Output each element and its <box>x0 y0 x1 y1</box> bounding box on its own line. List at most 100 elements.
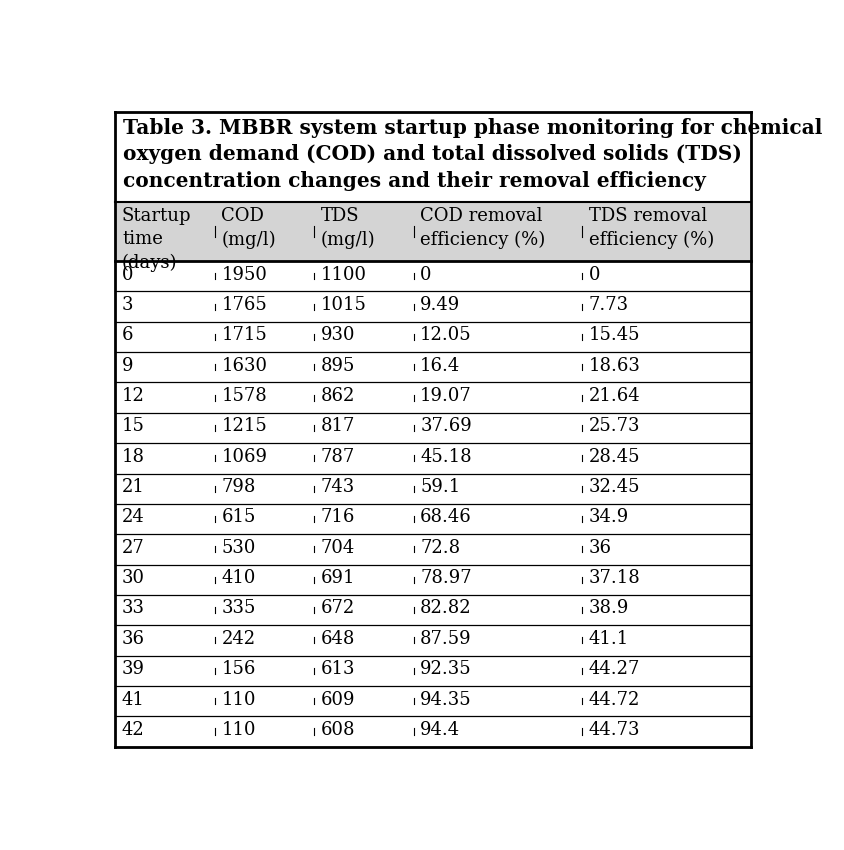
Bar <box>116 322 749 352</box>
Text: 41.1: 41.1 <box>588 630 628 648</box>
Text: 72.8: 72.8 <box>419 539 460 557</box>
Text: 716: 716 <box>321 508 354 526</box>
Text: 36: 36 <box>588 539 611 557</box>
Text: 16.4: 16.4 <box>419 357 460 375</box>
Bar <box>116 473 749 504</box>
Text: 34.9: 34.9 <box>588 508 628 526</box>
Text: TDS
(mg/l): TDS (mg/l) <box>321 207 375 248</box>
Text: 19.07: 19.07 <box>419 387 471 405</box>
Bar <box>116 261 749 292</box>
Text: 1578: 1578 <box>221 387 267 405</box>
Text: 787: 787 <box>321 448 354 466</box>
Text: 743: 743 <box>321 478 354 496</box>
Text: 1765: 1765 <box>221 296 267 314</box>
Text: 82.82: 82.82 <box>419 599 471 617</box>
Text: 59.1: 59.1 <box>419 478 460 496</box>
Text: 30: 30 <box>122 570 145 587</box>
Bar <box>116 413 749 443</box>
Text: 39: 39 <box>122 660 145 678</box>
Text: 609: 609 <box>321 690 354 709</box>
Text: 78.97: 78.97 <box>419 570 471 587</box>
Text: 94.35: 94.35 <box>419 690 471 709</box>
Bar <box>116 382 749 413</box>
Text: 817: 817 <box>321 417 354 435</box>
Text: 110: 110 <box>221 690 256 709</box>
Text: 530: 530 <box>221 539 256 557</box>
Text: 94.4: 94.4 <box>419 721 460 739</box>
Text: 1950: 1950 <box>221 265 267 284</box>
Text: 704: 704 <box>321 539 354 557</box>
Text: 1215: 1215 <box>221 417 267 435</box>
Bar <box>116 655 749 686</box>
Text: 45.18: 45.18 <box>419 448 471 466</box>
Text: COD removal
efficiency (%): COD removal efficiency (%) <box>419 207 544 248</box>
Text: 0: 0 <box>419 265 431 284</box>
Bar <box>116 202 749 261</box>
Text: 648: 648 <box>321 630 354 648</box>
Text: 110: 110 <box>221 721 256 739</box>
Text: 44.27: 44.27 <box>588 660 639 678</box>
Text: 27: 27 <box>122 539 144 557</box>
Text: 9.49: 9.49 <box>419 296 460 314</box>
Text: 6: 6 <box>122 326 133 344</box>
Text: 608: 608 <box>321 721 354 739</box>
Text: 613: 613 <box>321 660 354 678</box>
Text: 68.46: 68.46 <box>419 508 471 526</box>
Text: 691: 691 <box>321 570 354 587</box>
Text: 38.9: 38.9 <box>588 599 628 617</box>
Text: 18: 18 <box>122 448 145 466</box>
Text: 895: 895 <box>321 357 354 375</box>
Bar <box>116 292 749 322</box>
Text: 1100: 1100 <box>321 265 366 284</box>
Text: 0: 0 <box>122 265 133 284</box>
Text: 862: 862 <box>321 387 354 405</box>
Text: 615: 615 <box>221 508 256 526</box>
Text: 1069: 1069 <box>221 448 267 466</box>
Text: 44.73: 44.73 <box>588 721 640 739</box>
Bar <box>116 717 749 746</box>
Bar <box>116 443 749 473</box>
Text: 1715: 1715 <box>221 326 267 344</box>
Text: TDS removal
efficiency (%): TDS removal efficiency (%) <box>588 207 713 248</box>
Text: 37.18: 37.18 <box>588 570 640 587</box>
Text: 21.64: 21.64 <box>588 387 640 405</box>
Text: 930: 930 <box>321 326 354 344</box>
Text: 42: 42 <box>122 721 144 739</box>
Text: 156: 156 <box>221 660 256 678</box>
Text: 25.73: 25.73 <box>588 417 640 435</box>
Text: 0: 0 <box>588 265 599 284</box>
Text: 21: 21 <box>122 478 144 496</box>
Bar <box>116 564 749 595</box>
Text: 36: 36 <box>122 630 145 648</box>
Bar <box>116 534 749 564</box>
Text: 12.05: 12.05 <box>419 326 471 344</box>
Text: 410: 410 <box>221 570 256 587</box>
Text: 18.63: 18.63 <box>588 357 640 375</box>
Text: 33: 33 <box>122 599 145 617</box>
Text: 672: 672 <box>321 599 354 617</box>
Bar <box>116 504 749 534</box>
Text: 1630: 1630 <box>221 357 267 375</box>
Text: 15: 15 <box>122 417 144 435</box>
Text: 44.72: 44.72 <box>588 690 639 709</box>
Text: 798: 798 <box>221 478 256 496</box>
Bar <box>116 112 749 202</box>
Text: 24: 24 <box>122 508 144 526</box>
Bar <box>116 595 749 626</box>
Text: 242: 242 <box>221 630 255 648</box>
Text: Table 3. MBBR system startup phase monitoring for chemical
oxygen demand (COD) a: Table 3. MBBR system startup phase monit… <box>123 118 822 190</box>
Text: 9: 9 <box>122 357 133 375</box>
Text: 1015: 1015 <box>321 296 366 314</box>
Text: COD
(mg/l): COD (mg/l) <box>221 207 276 248</box>
Text: 41: 41 <box>122 690 144 709</box>
Bar <box>116 352 749 382</box>
Bar <box>116 626 749 655</box>
Text: 28.45: 28.45 <box>588 448 640 466</box>
Text: 92.35: 92.35 <box>419 660 471 678</box>
Text: 335: 335 <box>221 599 256 617</box>
Text: 12: 12 <box>122 387 144 405</box>
Text: 87.59: 87.59 <box>419 630 471 648</box>
Text: Startup
time
(days): Startup time (days) <box>122 207 192 271</box>
Text: 32.45: 32.45 <box>588 478 640 496</box>
Text: 37.69: 37.69 <box>419 417 471 435</box>
